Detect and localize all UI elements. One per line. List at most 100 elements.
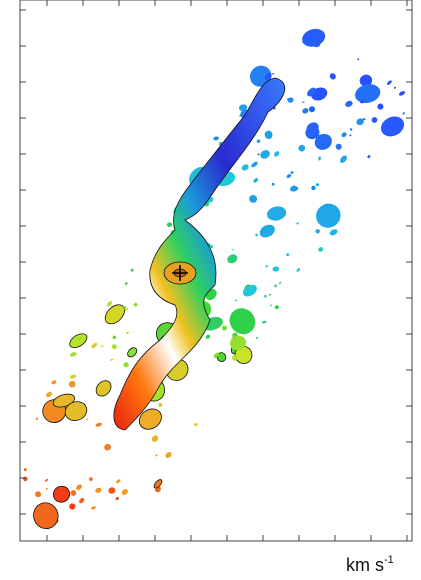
blob bbox=[35, 417, 39, 420]
blob bbox=[274, 284, 277, 288]
blob bbox=[122, 306, 126, 309]
blob bbox=[315, 229, 320, 234]
blob bbox=[314, 133, 332, 150]
blob bbox=[315, 183, 320, 187]
blob bbox=[265, 265, 268, 268]
blob bbox=[138, 408, 162, 430]
blob bbox=[355, 84, 381, 104]
blob bbox=[264, 294, 267, 298]
blob bbox=[269, 304, 273, 306]
blob bbox=[349, 128, 353, 131]
blob bbox=[89, 477, 93, 481]
blob bbox=[360, 100, 365, 104]
unit-exponent: -1 bbox=[384, 554, 394, 566]
blob bbox=[205, 334, 211, 340]
blob bbox=[242, 284, 257, 297]
blob bbox=[262, 320, 267, 324]
blob bbox=[69, 503, 76, 510]
blob bbox=[52, 393, 76, 408]
blob bbox=[302, 108, 309, 114]
blob bbox=[229, 308, 256, 335]
blob bbox=[112, 335, 117, 340]
blob bbox=[153, 479, 163, 489]
blob bbox=[52, 485, 71, 503]
blob bbox=[69, 374, 77, 379]
blob bbox=[227, 254, 238, 264]
blob bbox=[115, 497, 119, 501]
blob bbox=[402, 112, 405, 115]
blob bbox=[267, 206, 287, 221]
blob bbox=[286, 174, 292, 179]
blob bbox=[158, 402, 163, 407]
blob bbox=[91, 342, 98, 349]
blob bbox=[377, 103, 384, 110]
blob bbox=[124, 282, 128, 285]
blob bbox=[264, 130, 273, 139]
blob bbox=[64, 401, 88, 421]
blob bbox=[278, 281, 282, 284]
blob bbox=[77, 336, 82, 341]
blob bbox=[69, 333, 88, 349]
blob bbox=[296, 268, 301, 272]
blob bbox=[104, 304, 125, 325]
blob bbox=[238, 104, 248, 112]
blob bbox=[341, 132, 347, 138]
blob bbox=[45, 391, 53, 398]
blob bbox=[356, 118, 364, 126]
filament bbox=[113, 77, 286, 431]
blob bbox=[213, 352, 220, 358]
blob bbox=[398, 91, 406, 96]
blob bbox=[253, 178, 258, 183]
blob bbox=[272, 266, 280, 272]
blob bbox=[272, 72, 275, 75]
blob bbox=[308, 106, 316, 113]
main-filament bbox=[113, 77, 286, 431]
unit-text: km s bbox=[346, 555, 384, 575]
blob bbox=[349, 134, 352, 137]
blob bbox=[329, 73, 336, 80]
blob bbox=[246, 284, 250, 288]
blob bbox=[231, 355, 238, 361]
blob bbox=[249, 65, 272, 87]
blob bbox=[216, 352, 227, 362]
blob bbox=[264, 73, 272, 80]
blob bbox=[307, 87, 316, 97]
blob bbox=[345, 100, 353, 108]
blob bbox=[290, 171, 294, 174]
blob bbox=[165, 451, 172, 459]
blob bbox=[70, 352, 77, 357]
blob bbox=[380, 116, 405, 137]
blob bbox=[393, 86, 397, 89]
blob bbox=[86, 418, 89, 420]
blob bbox=[221, 325, 228, 331]
unit-label: km s-1 bbox=[346, 554, 394, 575]
blob bbox=[255, 233, 258, 237]
blob bbox=[95, 487, 102, 493]
blob bbox=[357, 58, 360, 61]
blob bbox=[371, 117, 378, 123]
blob bbox=[91, 506, 96, 510]
blob bbox=[298, 144, 306, 152]
blob bbox=[104, 443, 111, 451]
blob bbox=[115, 479, 121, 484]
blob bbox=[79, 497, 85, 504]
blob bbox=[255, 336, 258, 340]
blob bbox=[239, 114, 242, 117]
blob bbox=[302, 28, 326, 47]
blob bbox=[386, 80, 392, 86]
blob bbox=[271, 182, 275, 186]
blob bbox=[257, 153, 260, 156]
blob bbox=[45, 478, 48, 482]
blob bbox=[33, 502, 59, 530]
blob bbox=[110, 358, 114, 361]
blob bbox=[108, 487, 116, 494]
blob bbox=[213, 136, 219, 141]
blob bbox=[35, 491, 42, 498]
blob bbox=[235, 299, 238, 302]
blob bbox=[340, 155, 347, 163]
blob bbox=[359, 74, 373, 87]
blob bbox=[241, 164, 249, 171]
ticks bbox=[20, 0, 412, 541]
blob bbox=[130, 268, 134, 272]
